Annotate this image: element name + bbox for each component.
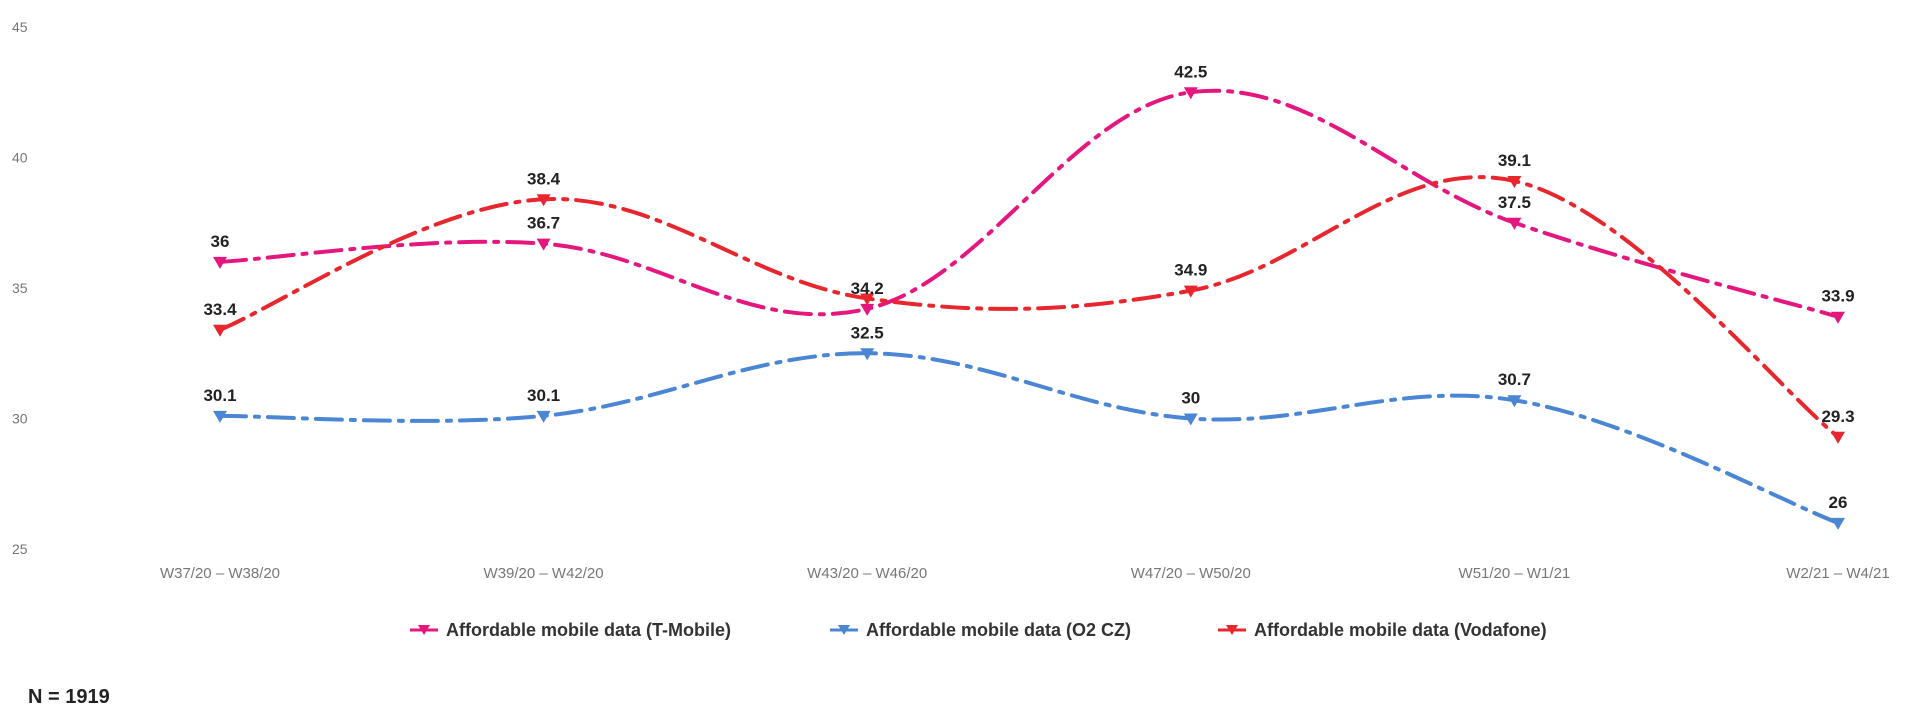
series-marker bbox=[1507, 395, 1522, 408]
data-label: 36.7 bbox=[527, 214, 560, 233]
legend-label: Affordable mobile data (Vodafone) bbox=[1254, 620, 1547, 640]
series-marker bbox=[536, 194, 551, 207]
data-label: 30 bbox=[1181, 389, 1200, 408]
data-label: 33.4 bbox=[203, 300, 237, 319]
data-label: 26 bbox=[1829, 493, 1848, 512]
data-label: 42.5 bbox=[1174, 62, 1207, 81]
x-tick-label: W2/21 – W4/21 bbox=[1786, 565, 1889, 582]
x-tick-label: W39/20 – W42/20 bbox=[484, 565, 604, 582]
series-marker bbox=[536, 238, 551, 251]
data-label: 34.9 bbox=[1174, 261, 1207, 280]
legend-label: Affordable mobile data (O2 CZ) bbox=[866, 620, 1131, 640]
x-tick-label: W43/20 – W46/20 bbox=[807, 565, 927, 582]
series-marker bbox=[1507, 217, 1522, 230]
series-marker bbox=[213, 324, 227, 337]
series-layer bbox=[213, 87, 1845, 530]
series-marker bbox=[536, 410, 551, 423]
y-tick-label: 25 bbox=[12, 541, 28, 557]
data-label: 30.7 bbox=[1498, 370, 1531, 389]
series-marker bbox=[1831, 431, 1845, 444]
series-line bbox=[218, 351, 1840, 525]
data-label: 34.2 bbox=[851, 279, 884, 298]
series-marker bbox=[1507, 175, 1522, 188]
y-tick-label: 40 bbox=[12, 150, 28, 166]
series-marker bbox=[213, 256, 227, 269]
data-label: 32.5 bbox=[851, 323, 884, 342]
data-label: 37.5 bbox=[1498, 193, 1531, 212]
x-tick-label: W37/20 – W38/20 bbox=[160, 565, 280, 582]
series-line bbox=[218, 175, 1840, 439]
legend-marker bbox=[838, 625, 850, 635]
series-marker bbox=[860, 293, 875, 306]
x-tick-label: W47/20 – W50/20 bbox=[1131, 565, 1251, 582]
series-line bbox=[218, 88, 1840, 319]
y-axis: 45 40 35 30 25 bbox=[12, 19, 28, 557]
legend-marker bbox=[418, 625, 430, 635]
y-tick-label: 30 bbox=[12, 411, 28, 427]
y-tick-label: 45 bbox=[12, 19, 28, 35]
data-label: 38.4 bbox=[527, 169, 561, 188]
legend-label: Affordable mobile data (T-Mobile) bbox=[446, 620, 731, 640]
data-label: 29.3 bbox=[1821, 407, 1854, 426]
series-marker bbox=[1183, 285, 1198, 298]
x-tick-label: W51/20 – W1/21 bbox=[1459, 565, 1571, 582]
data-label: 33.9 bbox=[1821, 287, 1854, 306]
series-marker bbox=[213, 410, 227, 423]
y-tick-label: 35 bbox=[12, 280, 28, 296]
legend: Affordable mobile data (T-Mobile) Afforda… bbox=[410, 620, 1547, 640]
series-marker bbox=[1831, 311, 1845, 324]
data-label: 30.1 bbox=[203, 386, 236, 405]
data-label: 39.1 bbox=[1498, 151, 1531, 170]
x-axis: W37/20 – W38/20 W39/20 – W42/20 W43/20 – W… bbox=[160, 565, 1890, 582]
data-label: 30.1 bbox=[527, 386, 560, 405]
series-marker bbox=[1183, 413, 1198, 426]
legend-marker bbox=[1226, 625, 1238, 635]
data-label: 36 bbox=[211, 232, 230, 251]
series-marker bbox=[1831, 517, 1845, 530]
series-marker bbox=[860, 348, 875, 361]
sample-size-note: N = 1919 bbox=[28, 686, 110, 708]
series-marker bbox=[1183, 87, 1198, 100]
series-marker bbox=[860, 303, 875, 316]
data-label-layer: 36 36.7 34.2 42.5 37.5 33.9 30.1 30.1 32.5 30 30.7… bbox=[203, 62, 1854, 512]
